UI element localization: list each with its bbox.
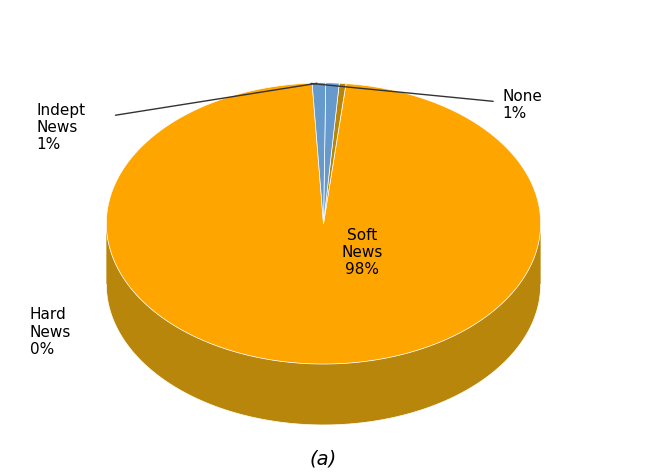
Polygon shape (106, 84, 541, 364)
Text: Hard
News
0%: Hard News 0% (30, 307, 71, 357)
Polygon shape (324, 84, 346, 224)
Polygon shape (312, 84, 325, 224)
Polygon shape (106, 225, 541, 425)
Text: Indept
News
1%: Indept News 1% (36, 102, 85, 152)
Text: (a): (a) (310, 448, 337, 467)
Text: None
1%: None 1% (502, 89, 542, 121)
Text: Soft
News
98%: Soft News 98% (341, 227, 382, 277)
Polygon shape (324, 84, 339, 224)
